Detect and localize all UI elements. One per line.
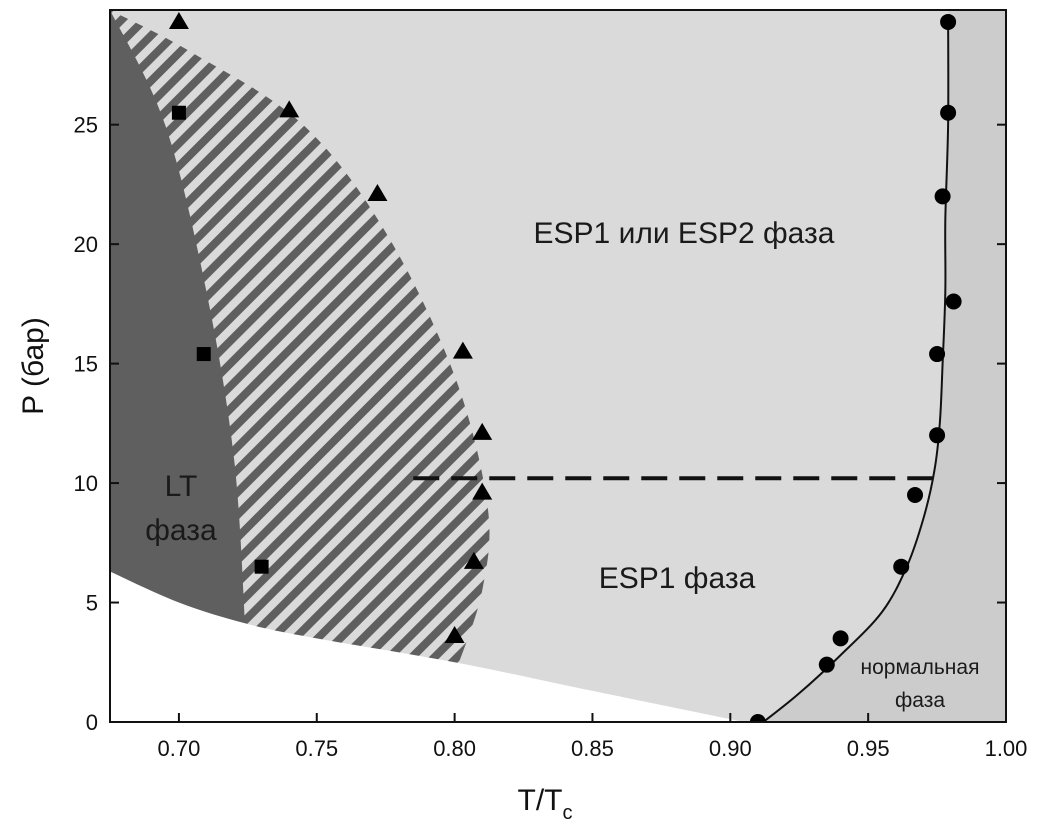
x-tick-label: 0.75 [295, 736, 338, 761]
x-tick-label: 0.90 [709, 736, 752, 761]
x-tick-label: 0.85 [571, 736, 614, 761]
x-tick-label: 0.95 [847, 736, 890, 761]
region-label-esp1: ESP1 фаза [599, 562, 756, 595]
y-tick-label: 25 [74, 113, 98, 138]
circle-marker [832, 630, 849, 647]
y-tick-label: 0 [86, 710, 98, 735]
circle-marker [893, 558, 910, 575]
region-label-lt-line2: фаза [145, 514, 217, 547]
triangle-marker [472, 482, 493, 500]
circle-marker [818, 656, 835, 673]
x-axis-title-main: T/T [518, 784, 563, 817]
region-label-normal-line1: нормальная [861, 656, 980, 679]
circle-marker [940, 13, 957, 30]
x-tick-label: 0.70 [158, 736, 201, 761]
triangle-marker [463, 551, 484, 569]
circle-marker [929, 427, 946, 444]
triangle-marker [168, 11, 189, 29]
triangle-marker [444, 625, 465, 643]
y-tick-label: 5 [86, 591, 98, 616]
x-tick-label: 1.00 [985, 736, 1028, 761]
square-marker [196, 347, 211, 362]
square-marker [171, 105, 186, 120]
circle-marker [749, 714, 766, 722]
x-axis-title-subscript: c [563, 802, 573, 824]
data-markers [168, 11, 962, 722]
triangle-marker [367, 183, 388, 201]
y-tick-label: 10 [74, 471, 98, 496]
square-marker [254, 559, 269, 574]
y-tick-label: 15 [74, 352, 98, 377]
circle-marker [934, 188, 951, 205]
region-label-esp-upper: ESP1 или ESP2 фаза [534, 217, 835, 250]
x-axis-title: T/Tc [518, 784, 573, 824]
y-axis-ticks: 0 5 10 15 20 25 [74, 113, 1006, 735]
x-axis-ticks: 0.70 0.75 0.80 0.85 0.90 0.95 1.00 [158, 713, 1028, 761]
triangle-marker [472, 422, 493, 440]
circle-marker [940, 104, 957, 121]
lt-phase-region [110, 10, 246, 624]
plot-area [110, 10, 1006, 722]
circle-marker [907, 487, 924, 504]
x-tick-label: 0.80 [433, 736, 476, 761]
circle-marker [929, 346, 946, 363]
y-axis-title: P (бар) [17, 317, 50, 415]
triangle-marker [279, 100, 300, 118]
circle-marker [945, 293, 962, 310]
lower-white-region [110, 571, 745, 722]
triangle-marker [452, 341, 473, 359]
y-tick-label: 20 [74, 232, 98, 257]
region-label-normal-line2: фаза [895, 689, 945, 712]
region-label-lt-line1: LT [165, 470, 198, 503]
plot-frame [109, 9, 1007, 723]
